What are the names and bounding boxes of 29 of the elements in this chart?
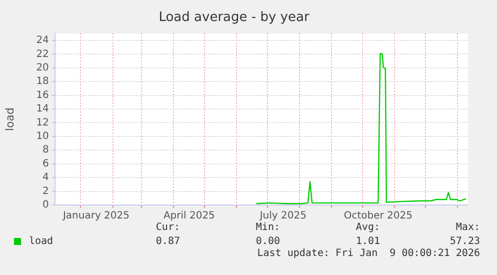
y-axis-title: load <box>3 108 16 132</box>
legend-label: load <box>29 236 54 247</box>
text: 0.00 <box>254 236 280 247</box>
y-tick-label: 2 <box>42 186 49 197</box>
text: Cur: <box>154 222 180 235</box>
text: Max: <box>454 222 480 235</box>
y-tick-label: 8 <box>42 144 49 156</box>
y-tick-label: 14 <box>36 104 49 115</box>
y-tick-label: 0 <box>42 200 49 211</box>
text: 0.87 <box>154 236 180 247</box>
text: 57.23 <box>448 236 480 247</box>
x-tick-label: October 2025 <box>344 210 412 222</box>
y-tick-label: 22 <box>36 48 49 60</box>
y-tick-label: 12 <box>36 117 49 128</box>
y-tick-label: 10 <box>36 131 49 142</box>
y-tick-label: 6 <box>42 158 49 170</box>
x-tick-label: January 2025 <box>62 210 130 222</box>
x-tick-label: April 2025 <box>163 210 215 222</box>
y-tick-label: 16 <box>36 90 49 101</box>
y-tick-label: 4 <box>42 172 49 184</box>
y-tick-label: 20 <box>36 62 49 74</box>
chart-title: Load average - by year <box>158 10 310 26</box>
y-tick-label: 24 <box>36 35 49 46</box>
text: Last update: Fri Jan 9 00:00:21 2026 <box>256 248 480 261</box>
text: Min: <box>254 222 280 235</box>
x-tick-label: July 2025 <box>258 210 306 222</box>
text: Avg: <box>354 222 380 235</box>
text: 1.01 <box>354 236 380 247</box>
y-tick-label: 18 <box>36 76 49 88</box>
